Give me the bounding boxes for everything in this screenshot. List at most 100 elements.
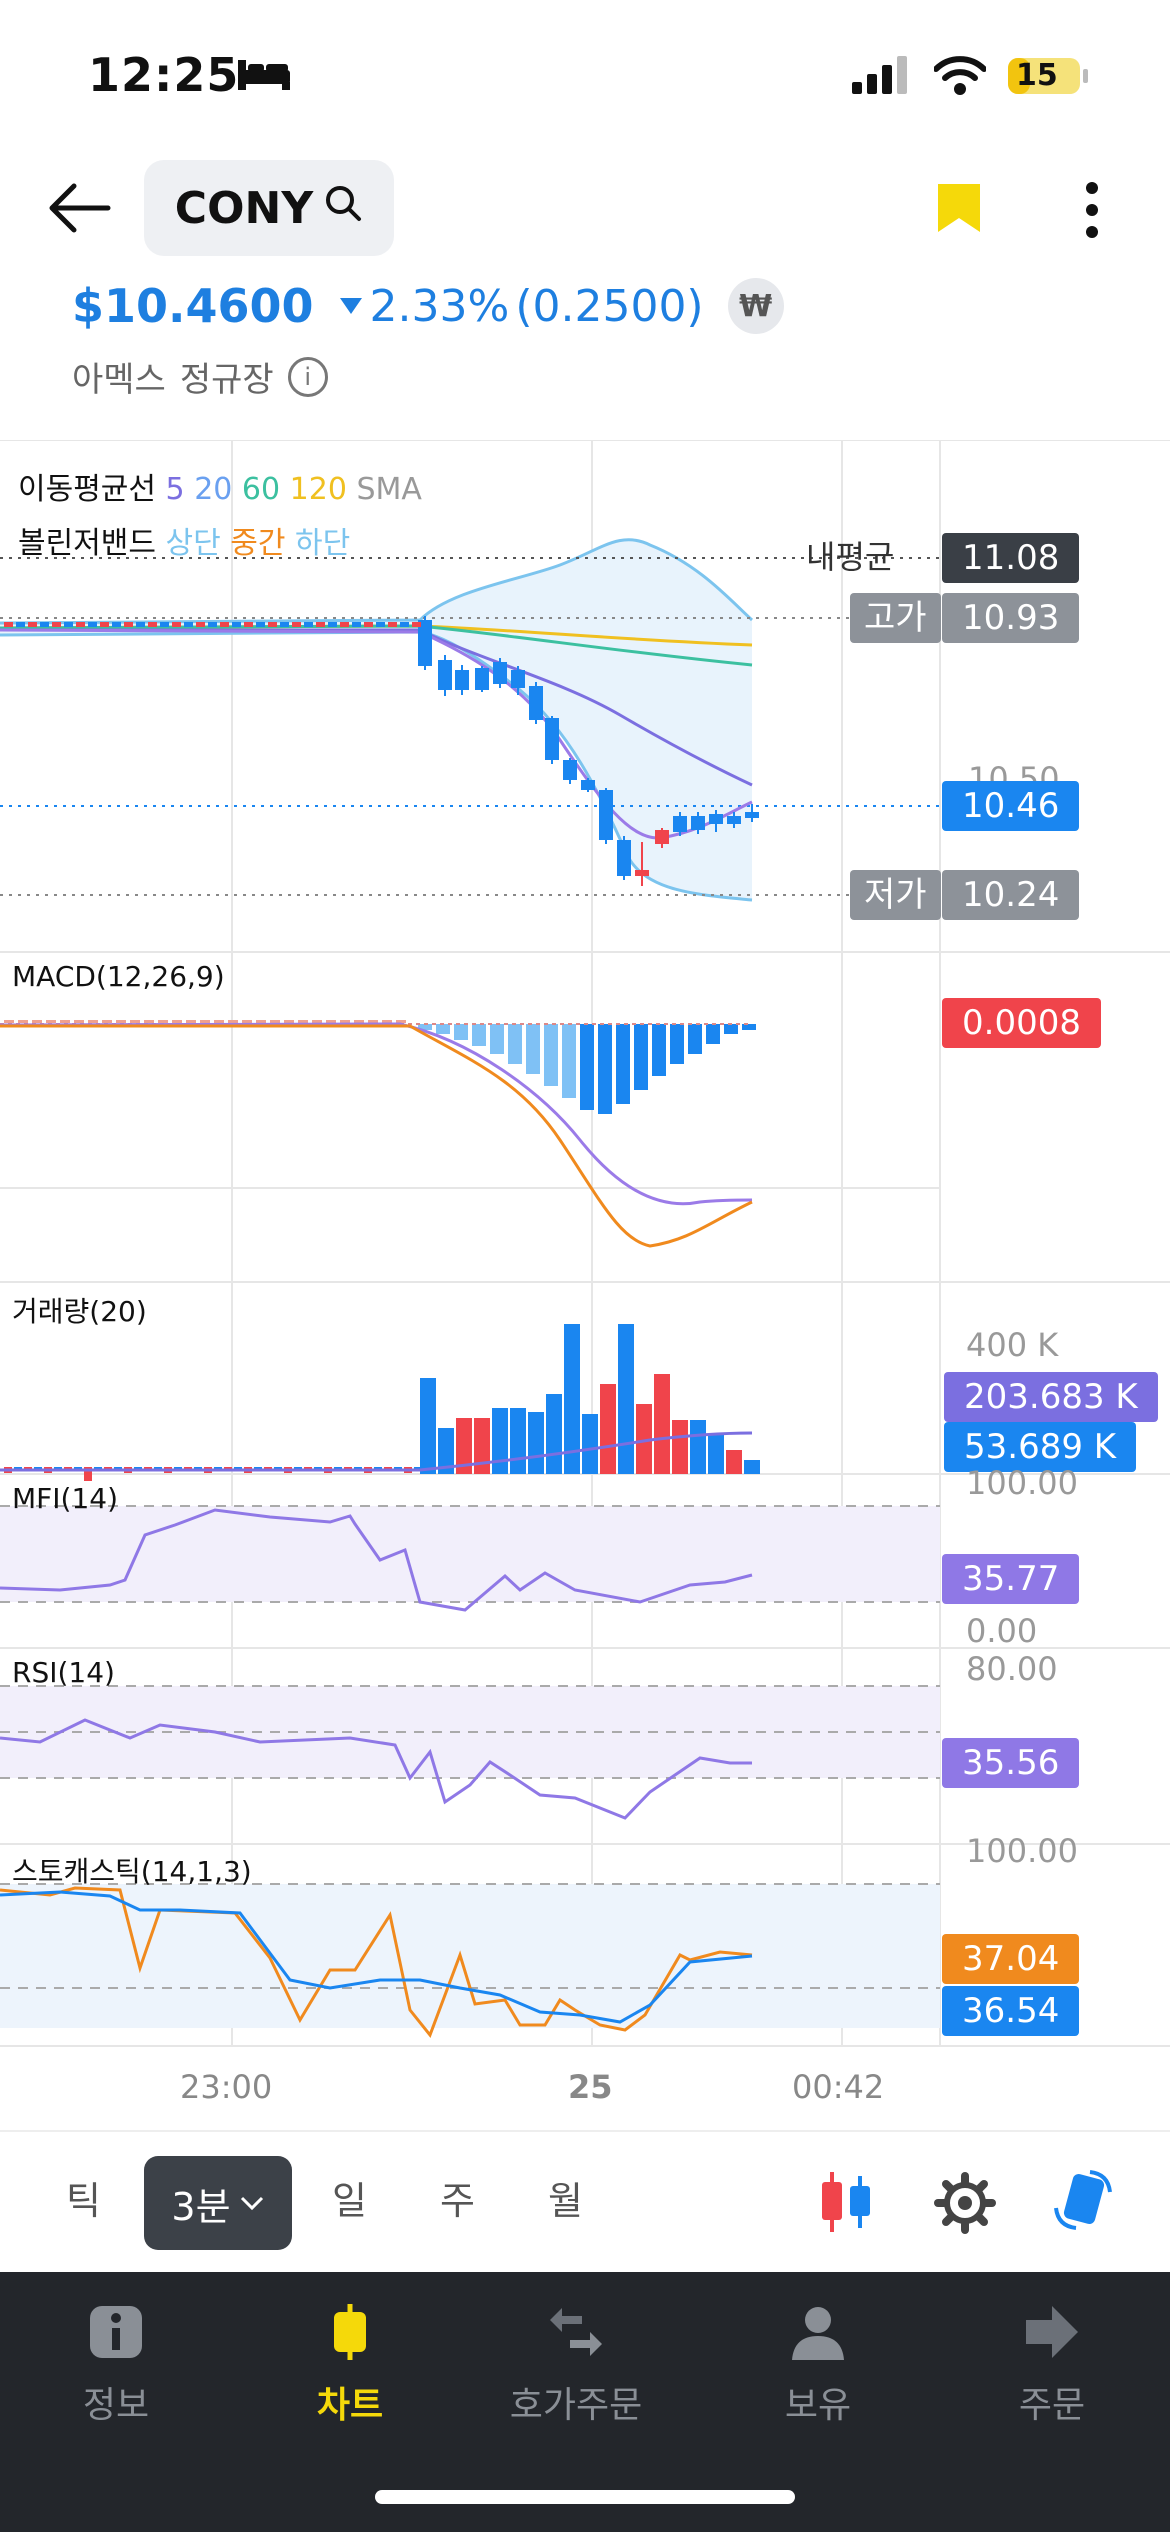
ma5-period: 5 bbox=[165, 472, 185, 507]
volume-label[interactable]: 거래량(20) bbox=[12, 1295, 147, 1328]
macd-bar bbox=[396, 1020, 406, 1023]
candle-body bbox=[124, 622, 133, 627]
bb-lower-label: 하단 bbox=[295, 526, 351, 561]
tab-order[interactable]: 주문 bbox=[962, 2302, 1142, 2428]
bollinger-band-fill bbox=[0, 539, 752, 900]
macd-bar bbox=[18, 1020, 28, 1023]
avg-price-tag: 11.08 bbox=[942, 533, 1080, 583]
volume-bar bbox=[582, 1414, 598, 1474]
candle-body bbox=[100, 622, 109, 627]
chart-canvas[interactable] bbox=[0, 440, 1170, 2130]
candle-body bbox=[88, 622, 97, 627]
macd-bar bbox=[172, 1020, 182, 1023]
wifi-icon bbox=[933, 56, 987, 100]
stoch-d-tag: 36.54 bbox=[942, 1986, 1080, 2036]
macd-bar bbox=[284, 1020, 294, 1023]
battery-level: 15 bbox=[1016, 58, 1058, 93]
macd-bar bbox=[74, 1020, 84, 1023]
candle-body bbox=[184, 622, 193, 627]
ticker-symbol: CONY bbox=[174, 182, 314, 234]
bookmark-icon[interactable] bbox=[936, 182, 982, 238]
macd-bar bbox=[526, 1024, 540, 1074]
macd-bar bbox=[706, 1024, 720, 1044]
candle-body bbox=[745, 812, 759, 818]
session-name: 정규장 bbox=[179, 360, 274, 400]
bottom-tab-bar: 정보 차트 호가주문 보유 주문 bbox=[0, 2272, 1170, 2532]
chart-area[interactable]: 이동평균선 5 20 60 120 SMA 볼린저밴드 상단 중간 하단 MAC… bbox=[0, 440, 1170, 2130]
bollinger-legend[interactable]: 볼린저밴드 상단 중간 하단 bbox=[18, 518, 350, 562]
candle-body bbox=[563, 760, 577, 780]
chevron-down-icon bbox=[240, 2196, 263, 2211]
tab-order-label: 주문 bbox=[1018, 2385, 1086, 2426]
candle-body bbox=[655, 830, 669, 844]
tab-holdings-label: 보유 bbox=[784, 2385, 852, 2426]
volume-ma-tag: 203.683 K bbox=[944, 1372, 1158, 1422]
candle-body bbox=[232, 622, 241, 627]
macd-bar bbox=[508, 1024, 522, 1064]
bb-upper-label: 상단 bbox=[165, 526, 221, 561]
more-vertical-icon[interactable] bbox=[1082, 180, 1102, 244]
period-tick[interactable]: 틱 bbox=[66, 2179, 101, 2223]
tab-chart[interactable]: 차트 bbox=[260, 2302, 440, 2428]
current-price-tag: 10.46 bbox=[942, 781, 1080, 831]
macd-bar bbox=[340, 1020, 350, 1023]
macd-bar bbox=[186, 1020, 196, 1023]
macd-label[interactable]: MACD(12,26,9) bbox=[12, 960, 225, 993]
candle-body bbox=[40, 622, 49, 627]
rsi-label[interactable]: RSI(14) bbox=[12, 1656, 115, 1689]
tab-chart-label: 차트 bbox=[316, 2385, 384, 2426]
rotate-screen-icon[interactable] bbox=[1050, 2168, 1116, 2238]
candlestick-series bbox=[4, 616, 759, 886]
candle-body bbox=[16, 622, 25, 627]
macd-bar bbox=[598, 1024, 612, 1114]
mfi-label[interactable]: MFI(14) bbox=[12, 1482, 118, 1515]
period-week[interactable]: 주 bbox=[440, 2179, 475, 2223]
candle-body bbox=[599, 790, 613, 840]
period-month[interactable]: 월 bbox=[548, 2179, 583, 2223]
ticker-search-button[interactable]: CONY bbox=[144, 160, 394, 256]
macd-bar bbox=[60, 1020, 70, 1023]
stochastic-label[interactable]: 스토캐스틱(14,1,3) bbox=[12, 1855, 252, 1888]
mfi-value-tag: 35.77 bbox=[942, 1554, 1080, 1604]
candle-body bbox=[412, 622, 421, 627]
candle-body bbox=[304, 622, 313, 627]
volume-bar bbox=[564, 1324, 580, 1474]
candle-body bbox=[635, 870, 649, 876]
volume-bar bbox=[744, 1460, 760, 1474]
candle-type-icon[interactable] bbox=[816, 2170, 876, 2238]
macd-bar bbox=[242, 1020, 252, 1023]
macd-bar bbox=[158, 1020, 168, 1023]
macd-bar bbox=[634, 1024, 648, 1090]
ma-label: 이동평균선 bbox=[18, 472, 156, 507]
tab-holdings[interactable]: 보유 bbox=[728, 2302, 908, 2428]
volume-bar bbox=[618, 1324, 634, 1474]
candle-body bbox=[529, 686, 543, 720]
candle-body bbox=[727, 816, 741, 824]
candle-icon bbox=[334, 2304, 366, 2360]
home-indicator[interactable] bbox=[375, 2490, 795, 2504]
volume-bar bbox=[636, 1404, 652, 1474]
moving-average-legend[interactable]: 이동평균선 5 20 60 120 SMA bbox=[18, 464, 422, 508]
info-icon[interactable]: i bbox=[287, 356, 328, 397]
period-day[interactable]: 일 bbox=[332, 2179, 367, 2223]
candle-body bbox=[64, 622, 73, 627]
back-arrow-icon[interactable] bbox=[44, 180, 114, 240]
mfi-axis-top: 100.00 bbox=[966, 1464, 1078, 1502]
volume-bar bbox=[672, 1420, 688, 1474]
rsi-value-tag: 35.56 bbox=[942, 1738, 1080, 1788]
tab-orderbook[interactable]: 호가주문 bbox=[486, 2302, 666, 2428]
candle-body bbox=[28, 622, 37, 627]
macd-bar bbox=[88, 1020, 98, 1023]
period-selector-button[interactable]: 3분 bbox=[144, 2156, 292, 2250]
volume-bar bbox=[492, 1408, 508, 1474]
candle-body bbox=[617, 840, 631, 876]
volume-bar bbox=[726, 1450, 742, 1474]
settings-gear-icon[interactable] bbox=[934, 2172, 996, 2238]
tab-info[interactable]: 정보 bbox=[26, 2302, 206, 2428]
change-percent: 2.33% bbox=[369, 280, 510, 332]
currency-toggle-button[interactable]: ₩ bbox=[727, 278, 784, 334]
low-label-tag: 저가 bbox=[850, 870, 941, 920]
macd-bar bbox=[544, 1024, 558, 1086]
candle-body bbox=[691, 816, 705, 830]
low-price-tag: 10.24 bbox=[942, 870, 1080, 920]
